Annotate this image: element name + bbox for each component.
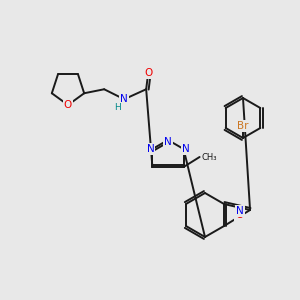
Text: N: N bbox=[120, 94, 128, 104]
Text: N: N bbox=[182, 144, 190, 154]
Text: CH₃: CH₃ bbox=[202, 152, 217, 161]
Text: N: N bbox=[164, 137, 172, 147]
Text: O: O bbox=[144, 68, 152, 78]
Text: O: O bbox=[235, 210, 243, 220]
Text: O: O bbox=[64, 100, 72, 110]
Text: N: N bbox=[236, 206, 244, 216]
Text: Br: Br bbox=[237, 121, 249, 131]
Text: H: H bbox=[114, 103, 121, 112]
Text: N: N bbox=[146, 144, 154, 154]
